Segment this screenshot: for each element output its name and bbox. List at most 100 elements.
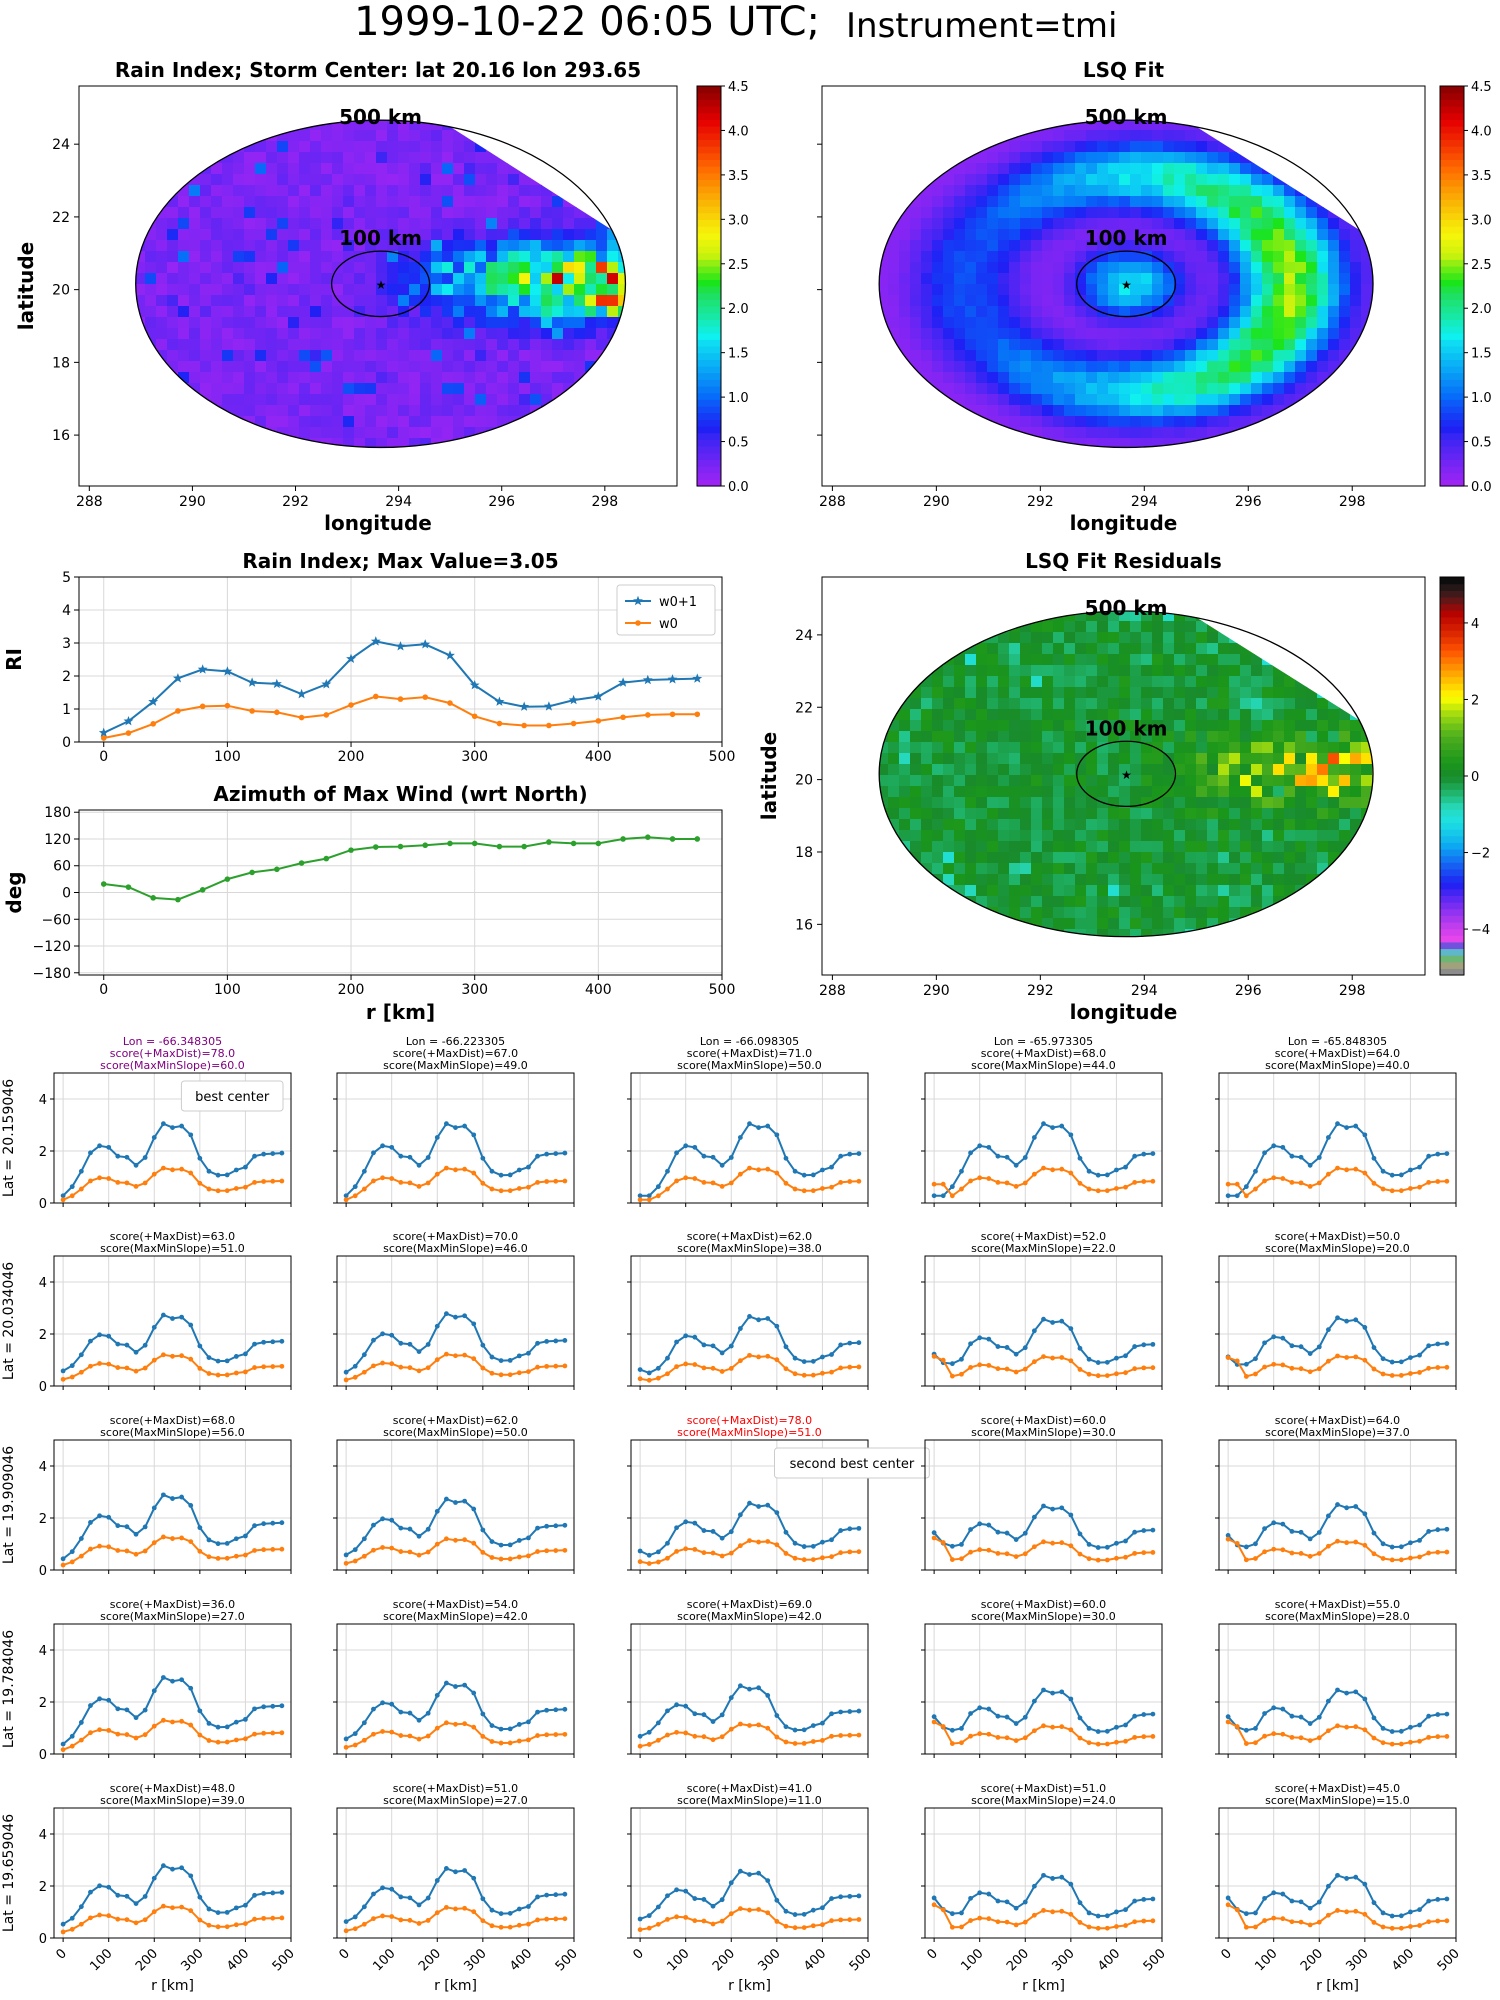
cell [552, 273, 564, 285]
colorbar-cell [1440, 742, 1464, 751]
cell [189, 383, 201, 395]
cell [464, 218, 476, 230]
cell [1174, 306, 1186, 318]
cell [1273, 698, 1285, 710]
figure-title: 1999-10-22 06:05 UTC; [354, 0, 820, 45]
data-marker [173, 673, 183, 683]
cell [1031, 632, 1043, 644]
colorbar-cell [1440, 736, 1464, 744]
center-marker: ★ [1121, 278, 1132, 292]
cell [1097, 775, 1109, 787]
cell [387, 405, 399, 417]
cell [486, 295, 498, 307]
cell [1075, 676, 1087, 688]
cell [943, 185, 955, 197]
cell [574, 361, 586, 373]
colorbar-cell [1440, 366, 1464, 374]
data-marker [633, 595, 643, 606]
cell [1064, 130, 1076, 142]
cell [1317, 207, 1329, 219]
data-marker [692, 1334, 698, 1340]
data-marker [343, 1377, 349, 1383]
cell [321, 394, 333, 406]
data-marker [480, 1155, 486, 1161]
cell [976, 240, 988, 252]
cell [1196, 709, 1208, 721]
cell [343, 120, 355, 131]
cell [277, 262, 289, 274]
cell [497, 328, 509, 340]
cell [1174, 786, 1186, 798]
cell [1240, 361, 1252, 373]
cell [1152, 218, 1164, 230]
cell [332, 163, 344, 175]
cell [1361, 753, 1373, 765]
cell [1163, 676, 1175, 688]
cell [1097, 632, 1109, 644]
cell [1119, 654, 1131, 666]
cell [1141, 207, 1153, 219]
cell [1284, 786, 1296, 798]
cell [1185, 709, 1197, 721]
colorbar-cell [1440, 795, 1464, 804]
cell [1262, 874, 1274, 886]
data-marker [447, 700, 453, 706]
cell [1130, 174, 1142, 186]
colorbar-frame [1439, 85, 1465, 487]
cell [1119, 632, 1131, 644]
cell [1196, 317, 1208, 329]
cell [1240, 742, 1252, 754]
cell [1042, 130, 1054, 142]
colorbar-cell [697, 152, 721, 160]
cell [888, 284, 900, 296]
cell [965, 229, 977, 241]
cell [244, 350, 256, 362]
data-marker [395, 641, 406, 651]
cell [332, 185, 344, 197]
data-marker [655, 1184, 661, 1190]
cell [1031, 676, 1043, 688]
cell [954, 742, 966, 754]
cell [497, 405, 509, 417]
cell [365, 141, 377, 153]
cell [932, 174, 944, 186]
cell [1218, 742, 1230, 754]
cell [1119, 852, 1131, 864]
cell [1163, 643, 1175, 655]
data-marker [1022, 1155, 1028, 1160]
cell [1141, 720, 1153, 732]
data-marker [1262, 1178, 1267, 1184]
cell [1108, 427, 1120, 439]
colorbar-cell [1440, 596, 1464, 605]
cell [921, 317, 933, 329]
cell [277, 185, 289, 197]
data-marker [692, 1176, 698, 1181]
cell [398, 185, 410, 197]
cell [1174, 720, 1186, 732]
colorbar-cell [1440, 212, 1464, 220]
cell [1020, 786, 1032, 798]
cell [910, 720, 922, 732]
cell [519, 174, 531, 186]
cell [409, 130, 421, 142]
cell [1042, 786, 1054, 798]
cell [398, 350, 410, 362]
cell [1130, 163, 1142, 175]
cell [1185, 775, 1197, 787]
colorbar-cell [1440, 868, 1464, 877]
cell [266, 141, 278, 153]
subplot-title: score(+MaxDist)=64.0 [1275, 1047, 1400, 1060]
data-marker [1253, 1371, 1258, 1377]
cell [409, 361, 421, 373]
cell [376, 416, 388, 428]
cell [1207, 163, 1219, 175]
cell [1196, 339, 1208, 351]
colorbar-cell [1440, 908, 1464, 916]
colorbar-cell [1440, 472, 1464, 480]
data-marker [1086, 1371, 1092, 1377]
data-marker [125, 730, 132, 736]
axes-frame [1218, 1255, 1457, 1387]
cell [255, 218, 267, 230]
cell [1086, 720, 1098, 732]
cell [1075, 863, 1087, 875]
